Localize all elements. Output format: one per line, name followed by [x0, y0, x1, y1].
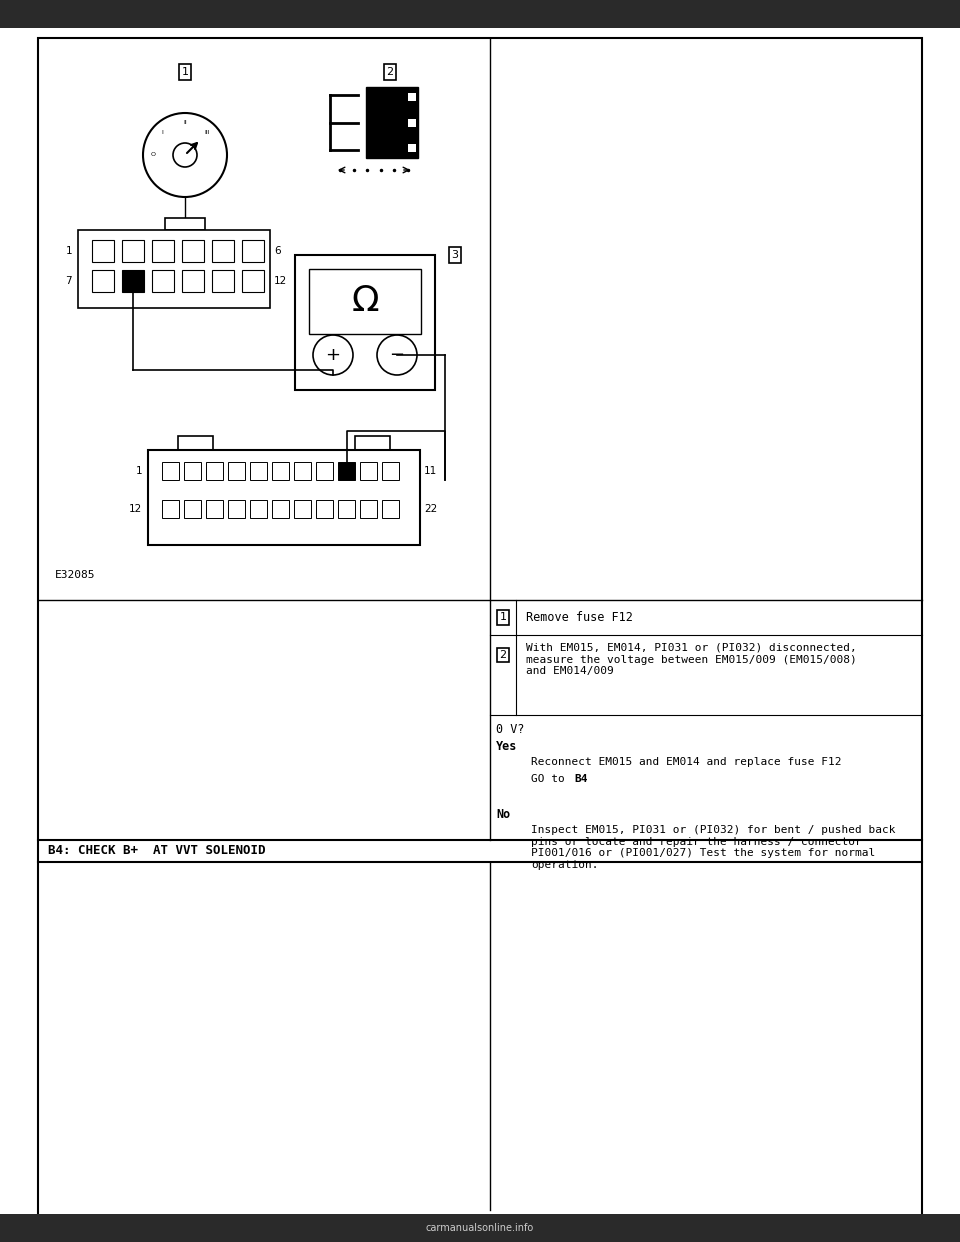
Bar: [382, 501, 399, 518]
Text: 2: 2: [387, 67, 394, 77]
Text: 3: 3: [451, 250, 459, 260]
Text: 1: 1: [499, 612, 507, 622]
Text: Inspect EM015, PI031 or (PI032) for bent / pushed back
pins or locate and repair: Inspect EM015, PI031 or (PI032) for bent…: [531, 825, 896, 869]
Bar: [228, 462, 245, 479]
Bar: [0, 0, 960, 29]
Bar: [295, 255, 435, 390]
Bar: [92, 240, 114, 262]
Text: +: +: [325, 347, 341, 364]
Text: 7: 7: [65, 276, 72, 286]
Bar: [122, 240, 144, 262]
Text: 1: 1: [181, 67, 188, 77]
Bar: [206, 462, 223, 479]
Bar: [408, 93, 416, 101]
Bar: [152, 270, 174, 292]
Text: Reconnect EM015 and EM014 and replace fuse F12: Reconnect EM015 and EM014 and replace fu…: [531, 758, 842, 768]
Bar: [206, 501, 223, 518]
Bar: [316, 501, 333, 518]
Text: 6: 6: [274, 246, 280, 256]
Text: −: −: [390, 347, 404, 364]
Text: No: No: [496, 809, 511, 821]
Bar: [122, 270, 144, 292]
Bar: [182, 270, 204, 292]
Bar: [184, 501, 201, 518]
Bar: [148, 450, 420, 545]
Text: 22: 22: [424, 504, 437, 514]
Bar: [366, 87, 418, 158]
Bar: [309, 270, 421, 334]
Text: 1: 1: [65, 246, 72, 256]
Bar: [272, 501, 289, 518]
Text: 1: 1: [135, 466, 142, 476]
Bar: [212, 270, 234, 292]
Bar: [382, 462, 399, 479]
Text: With EM015, EM014, PI031 or (PI032) disconnected,
measure the voltage between EM: With EM015, EM014, PI031 or (PI032) disc…: [526, 643, 856, 676]
Text: I: I: [161, 130, 163, 135]
Bar: [316, 462, 333, 479]
Bar: [165, 219, 205, 230]
Bar: [78, 230, 270, 308]
Bar: [250, 501, 267, 518]
Bar: [182, 240, 204, 262]
Text: GO to: GO to: [531, 774, 571, 784]
Text: 12: 12: [274, 276, 287, 286]
Text: 2: 2: [499, 650, 507, 660]
Text: O: O: [151, 153, 156, 158]
Text: B4: B4: [574, 774, 588, 784]
Text: Remove fuse F12: Remove fuse F12: [526, 611, 633, 623]
Text: 0 V?: 0 V?: [496, 723, 524, 737]
Text: 12: 12: [129, 504, 142, 514]
Bar: [162, 462, 179, 479]
Bar: [355, 436, 390, 450]
Bar: [408, 118, 416, 127]
Bar: [338, 501, 355, 518]
Bar: [152, 240, 174, 262]
Text: III: III: [204, 130, 210, 135]
Bar: [242, 240, 264, 262]
Text: II: II: [183, 120, 187, 125]
Text: 11: 11: [424, 466, 437, 476]
Bar: [212, 240, 234, 262]
Bar: [0, 1213, 960, 1242]
Bar: [272, 462, 289, 479]
Text: Yes: Yes: [496, 740, 517, 753]
Bar: [360, 501, 377, 518]
Text: B4: CHECK B+  AT VVT SOLENOID: B4: CHECK B+ AT VVT SOLENOID: [48, 845, 266, 857]
Text: carmanualsonline.info: carmanualsonline.info: [426, 1223, 534, 1233]
Bar: [294, 501, 311, 518]
Bar: [184, 462, 201, 479]
Text: E32085: E32085: [55, 570, 95, 580]
Bar: [92, 270, 114, 292]
Text: Ω: Ω: [351, 284, 379, 318]
Bar: [338, 462, 355, 479]
Bar: [228, 501, 245, 518]
Bar: [162, 501, 179, 518]
Bar: [242, 270, 264, 292]
Bar: [360, 462, 377, 479]
Bar: [178, 436, 213, 450]
Bar: [294, 462, 311, 479]
Bar: [408, 144, 416, 152]
Bar: [250, 462, 267, 479]
